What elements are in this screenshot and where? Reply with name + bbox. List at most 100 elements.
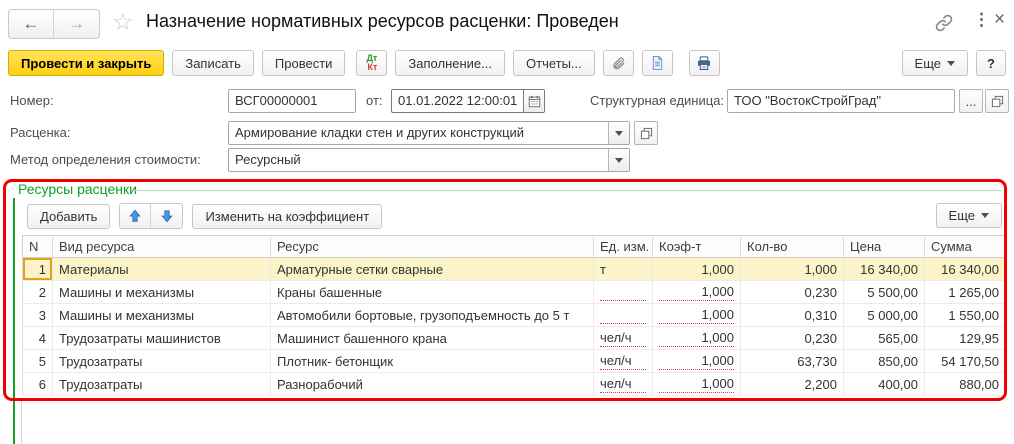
table-row[interactable]: 1 Материалы Арматурные сетки сварные т 1,000… — [22, 257, 1006, 281]
cell-unit[interactable] — [593, 280, 653, 304]
calendar-button[interactable] — [523, 90, 544, 112]
cell-quantity[interactable]: 63,730 — [740, 349, 844, 373]
close-icon[interactable]: × — [994, 9, 1006, 30]
structural-unit-choose-button[interactable]: ... — [959, 89, 983, 113]
resources-table: N Вид ресурса Ресурс Ед. изм. Коэф-т Кол… — [22, 235, 1006, 396]
table-row[interactable]: 5 Трудозатраты Плотник- бетонщик чел/ч 1,000… — [22, 349, 1006, 373]
document-report-button[interactable] — [641, 50, 673, 76]
cell-unit[interactable] — [593, 303, 653, 327]
cell-coefficient[interactable]: 1,000 — [652, 326, 741, 350]
col-header-coefficient[interactable]: Коэф-т — [652, 235, 741, 258]
cell-n[interactable]: 4 — [22, 326, 53, 350]
cell-sum[interactable]: 16 340,00 — [924, 257, 1006, 281]
date-field[interactable]: 01.01.2022 12:00:01 — [398, 93, 518, 108]
forward-icon[interactable]: → — [68, 14, 85, 33]
table-more-button[interactable]: Еще — [935, 203, 1002, 228]
table-row[interactable]: 6 Трудозатраты Разнорабочий чел/ч 1,000 2,200… — [22, 372, 1006, 396]
cell-n[interactable]: 6 — [22, 372, 53, 396]
date-label: от: — [366, 93, 383, 108]
cell-sum[interactable]: 1 550,00 — [924, 303, 1006, 327]
col-header-n[interactable]: N — [22, 235, 53, 258]
rate-open-button[interactable] — [634, 121, 658, 145]
cell-sum[interactable]: 880,00 — [924, 372, 1006, 396]
cell-sum[interactable]: 1 265,00 — [924, 280, 1006, 304]
dtkt-postings-button[interactable]: Дт Кт — [356, 50, 388, 76]
cell-quantity[interactable]: 0,230 — [740, 326, 844, 350]
cell-n[interactable]: 3 — [22, 303, 53, 327]
cell-quantity[interactable]: 1,000 — [740, 257, 844, 281]
cell-quantity[interactable]: 2,200 — [740, 372, 844, 396]
back-icon[interactable]: ← — [9, 10, 54, 38]
cell-sum[interactable]: 54 170,50 — [924, 349, 1006, 373]
number-label: Номер: — [10, 93, 54, 108]
table-row[interactable]: 4 Трудозатраты машинистов Машинист башенно… — [22, 326, 1006, 350]
cell-unit[interactable]: чел/ч — [593, 326, 653, 350]
cell-coefficient[interactable]: 1,000 — [652, 349, 741, 373]
add-row-button[interactable]: Добавить — [27, 203, 111, 229]
cell-price[interactable]: 5 500,00 — [843, 280, 925, 304]
cell-price[interactable]: 565,00 — [843, 326, 925, 350]
cell-resource-type[interactable]: Трудозатраты — [52, 349, 271, 373]
cell-resource[interactable]: Плотник- бетонщик — [270, 349, 594, 373]
cell-resource-type[interactable]: Трудозатраты — [52, 372, 271, 396]
table-row[interactable]: 2 Машины и механизмы Краны башенные 1,000 0… — [22, 280, 1006, 304]
help-button[interactable]: ? — [976, 50, 1006, 76]
reports-button[interactable]: Отчеты... — [513, 50, 595, 76]
favorite-star-icon[interactable]: ☆ — [112, 9, 134, 36]
cell-sum[interactable]: 129,95 — [924, 326, 1006, 350]
cell-resource-type[interactable]: Машины и механизмы — [52, 303, 271, 327]
more-button[interactable]: Еще — [901, 50, 968, 76]
cell-unit[interactable]: чел/ч — [593, 372, 653, 396]
move-up-button[interactable] — [120, 204, 152, 228]
post-and-close-button[interactable]: Провести и закрыть — [8, 50, 165, 76]
col-header-unit[interactable]: Ед. изм. — [593, 235, 653, 258]
chevron-down-icon — [981, 213, 989, 218]
cost-method-dropdown-button[interactable] — [608, 149, 629, 171]
cell-n[interactable]: 2 — [22, 280, 53, 304]
number-field[interactable]: ВСГ00000001 — [228, 89, 356, 113]
print-button[interactable] — [688, 50, 720, 76]
structural-unit-field[interactable]: ТОО "ВостокСтройГрад" — [727, 89, 955, 113]
cell-quantity[interactable]: 0,230 — [740, 280, 844, 304]
window-menu-icon[interactable]: ⋮ — [973, 10, 990, 29]
rate-field[interactable]: Армирование кладки стен и других констру… — [235, 125, 525, 140]
cost-method-field[interactable]: Ресурсный — [235, 152, 301, 167]
col-header-quantity[interactable]: Кол-во — [740, 235, 844, 258]
cell-n[interactable]: 5 — [22, 349, 53, 373]
cell-resource[interactable]: Разнорабочий — [270, 372, 594, 396]
cell-resource[interactable]: Машинист башенного крана — [270, 326, 594, 350]
cell-resource[interactable]: Автомобили бортовые, грузоподъемность до… — [270, 303, 594, 327]
attachments-button[interactable] — [602, 50, 634, 76]
post-button[interactable]: Провести — [261, 50, 346, 76]
structural-unit-open-button[interactable] — [985, 89, 1009, 113]
cell-coefficient[interactable]: 1,000 — [652, 257, 741, 281]
cell-price[interactable]: 5 000,00 — [843, 303, 925, 327]
save-button[interactable]: Записать — [172, 50, 254, 76]
rate-dropdown-button[interactable] — [608, 122, 629, 144]
cell-quantity[interactable]: 0,310 — [740, 303, 844, 327]
col-header-resource-type[interactable]: Вид ресурса — [52, 235, 271, 258]
cell-coefficient[interactable]: 1,000 — [652, 303, 741, 327]
cell-price[interactable]: 850,00 — [843, 349, 925, 373]
cell-n[interactable]: 1 — [22, 257, 53, 281]
fill-button[interactable]: Заполнение... — [395, 50, 505, 76]
link-icon[interactable] — [934, 13, 954, 33]
cell-price[interactable]: 400,00 — [843, 372, 925, 396]
col-header-sum[interactable]: Сумма — [924, 235, 1006, 258]
cell-unit[interactable]: чел/ч — [593, 349, 653, 373]
move-down-button[interactable] — [151, 204, 183, 228]
cell-resource-type[interactable]: Трудозатраты машинистов — [52, 326, 271, 350]
cell-resource-type[interactable]: Материалы — [52, 257, 271, 281]
cell-resource[interactable]: Краны башенные — [270, 280, 594, 304]
rate-label: Расценка: — [10, 125, 71, 140]
col-header-resource[interactable]: Ресурс — [270, 235, 594, 258]
cell-resource[interactable]: Арматурные сетки сварные — [270, 257, 594, 281]
table-row[interactable]: 3 Машины и механизмы Автомобили бортовые, … — [22, 303, 1006, 327]
col-header-price[interactable]: Цена — [843, 235, 925, 258]
cell-coefficient[interactable]: 1,000 — [652, 372, 741, 396]
change-coefficient-button[interactable]: Изменить на коэффициент — [192, 203, 383, 229]
cell-unit[interactable]: т — [593, 257, 653, 281]
cell-price[interactable]: 16 340,00 — [843, 257, 925, 281]
cell-coefficient[interactable]: 1,000 — [652, 280, 741, 304]
cell-resource-type[interactable]: Машины и механизмы — [52, 280, 271, 304]
